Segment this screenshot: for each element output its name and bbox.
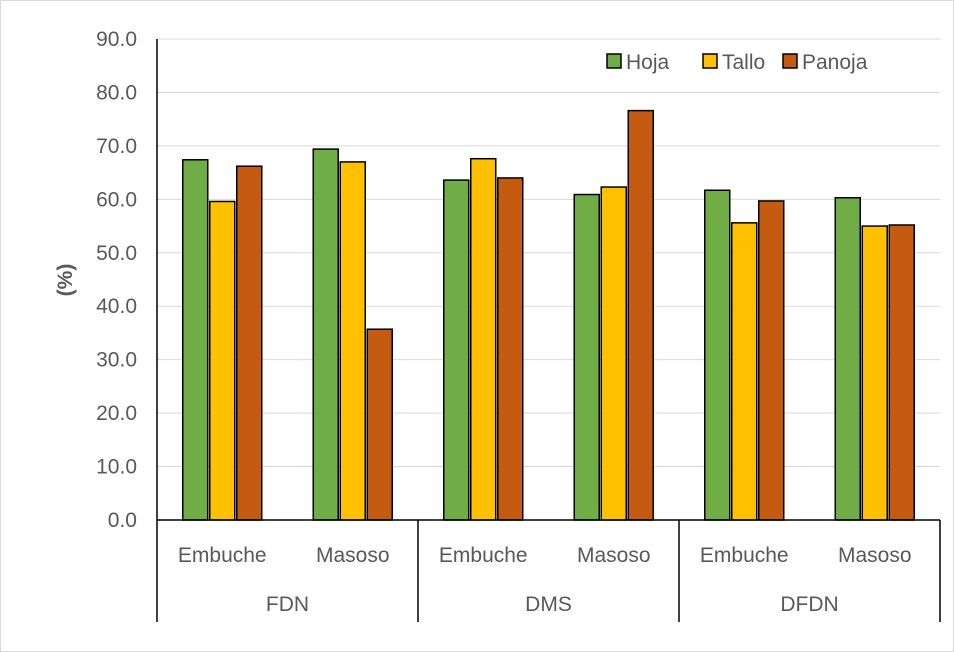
y-tick-label: 30.0: [96, 349, 137, 372]
bar-panoja-4: [758, 200, 785, 521]
y-tick-label: 40.0: [96, 295, 137, 318]
y-tick-label: 10.0: [96, 456, 137, 479]
x-category-label: Embuche: [700, 544, 789, 567]
legend-label: Panoja: [802, 51, 868, 74]
x-group-label: FDN: [266, 593, 309, 616]
bar-panoja-0: [236, 165, 263, 521]
y-tick-label: 90.0: [96, 28, 137, 51]
x-category-label: Embuche: [439, 544, 528, 567]
x-category-label: Masoso: [577, 544, 651, 567]
legend: Hoja Tallo Panoja: [606, 51, 868, 74]
y-tick-label: 70.0: [96, 135, 137, 158]
bar-panoja-5: [888, 224, 915, 521]
x-axis-categories: Embuche Masoso Embuche Masoso Embuche Masoso F…: [178, 544, 912, 616]
axes: [156, 39, 941, 622]
bar-tallo-0: [209, 200, 236, 521]
y-axis-label: (%): [54, 264, 77, 297]
bar-panoja-1: [366, 328, 393, 521]
bar-tallo-1: [339, 161, 366, 521]
bar-hoja-4: [704, 189, 731, 521]
bar-tallo-2: [470, 157, 497, 521]
bar-hoja-2: [443, 179, 470, 521]
y-tick-label: 20.0: [96, 402, 137, 425]
legend-label: Hoja: [626, 51, 670, 74]
legend-label: Tallo: [722, 51, 765, 74]
y-tick-label: 60.0: [96, 188, 137, 211]
legend-swatch-panoja: [782, 53, 798, 69]
bar-tallo-5: [861, 225, 888, 521]
bar-hoja-3: [573, 193, 600, 521]
gridlines: [157, 38, 940, 468]
x-group-label: DFDN: [780, 593, 838, 616]
y-tick-label: 0.0: [108, 509, 137, 532]
bar-hoja-1: [312, 148, 339, 521]
legend-swatch-hoja: [606, 53, 622, 69]
bars: [182, 109, 915, 521]
bar-hoja-0: [182, 159, 209, 521]
bar-tallo-3: [600, 186, 627, 521]
bar-panoja-3: [627, 109, 654, 521]
y-tick-label: 50.0: [96, 242, 137, 265]
x-category-label: Masoso: [316, 544, 390, 567]
y-tick-label: 80.0: [96, 81, 137, 104]
bar-hoja-5: [834, 196, 861, 521]
bar-panoja-2: [497, 177, 524, 521]
x-category-label: Masoso: [838, 544, 912, 567]
x-group-label: DMS: [525, 593, 572, 616]
bar-tallo-4: [731, 222, 758, 521]
legend-swatch-tallo: [702, 53, 718, 69]
y-axis-ticks: 0.0 10.0 20.0 30.0 40.0 50.0 60.0 70.0 80.0 90.0: [96, 28, 137, 532]
x-category-label: Embuche: [178, 544, 267, 567]
